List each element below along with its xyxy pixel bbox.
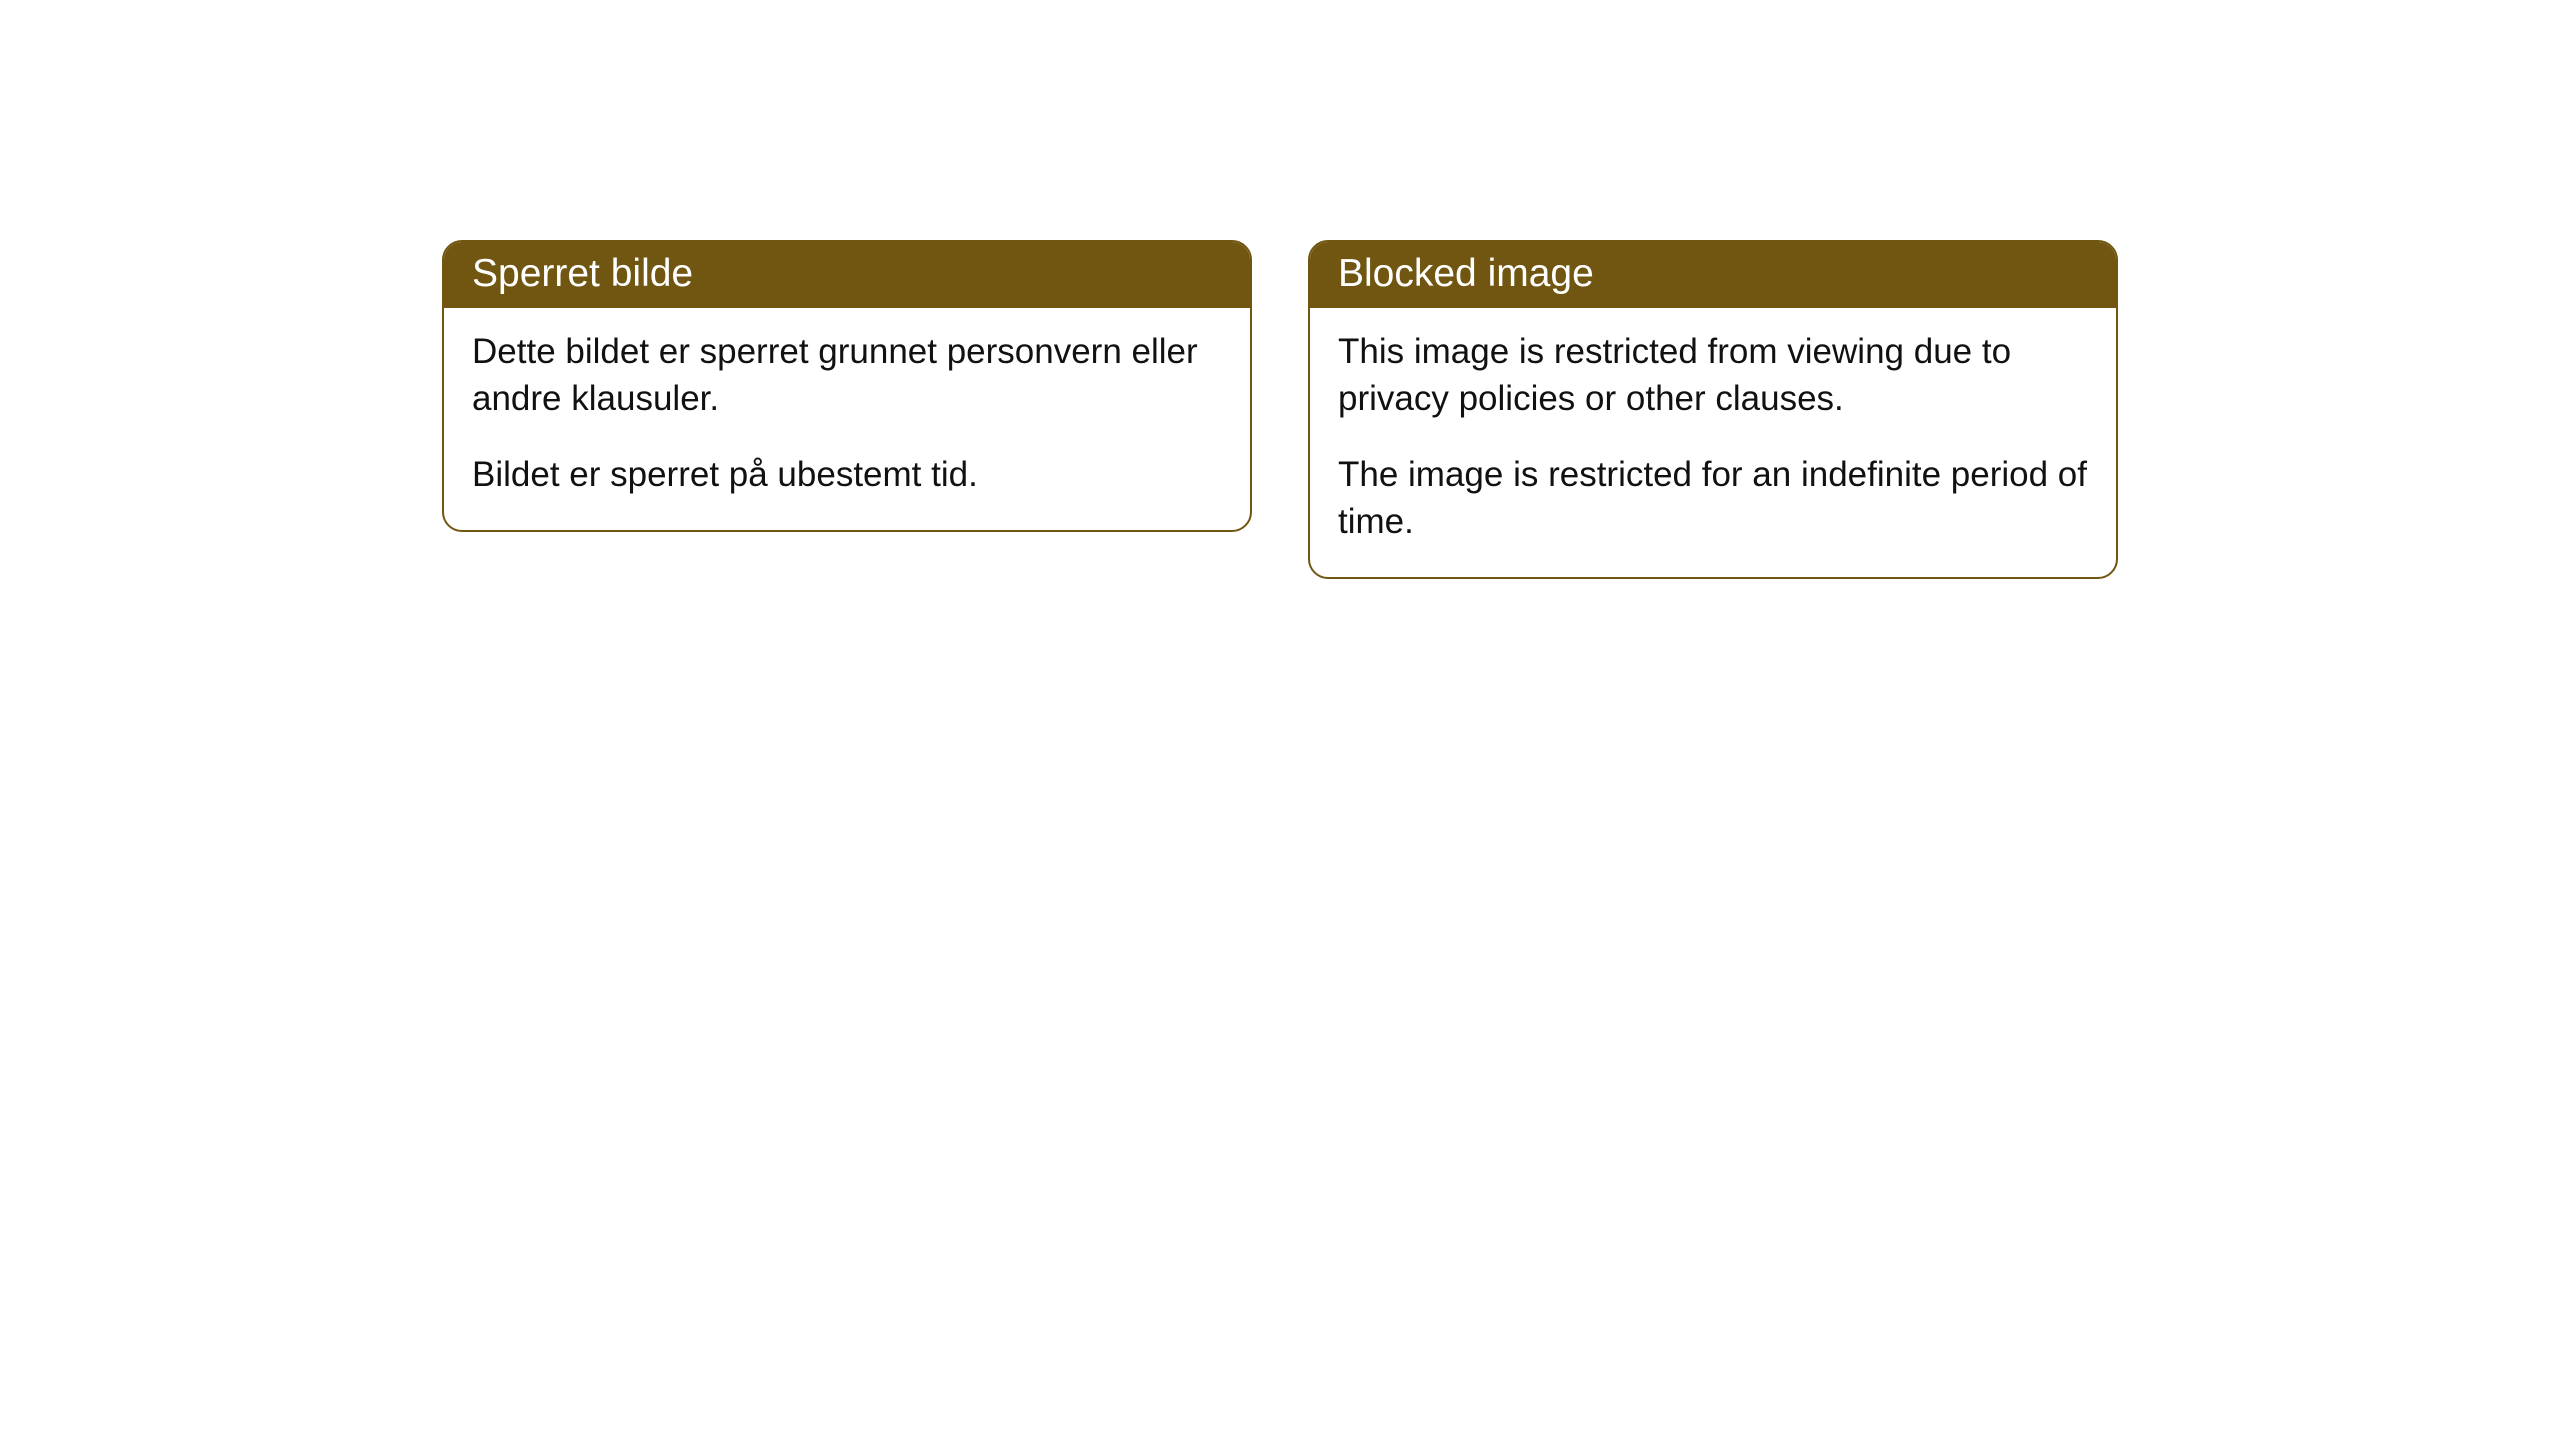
card-paragraph: This image is restricted from viewing du… <box>1338 328 2088 423</box>
card-header-en: Blocked image <box>1310 242 2116 308</box>
blocked-image-card-en: Blocked image This image is restricted f… <box>1308 240 2118 579</box>
card-paragraph: Bildet er sperret på ubestemt tid. <box>472 451 1222 498</box>
card-paragraph: Dette bildet er sperret grunnet personve… <box>472 328 1222 423</box>
card-body-en: This image is restricted from viewing du… <box>1310 308 2116 577</box>
card-body-no: Dette bildet er sperret grunnet personve… <box>444 308 1250 530</box>
card-paragraph: The image is restricted for an indefinit… <box>1338 451 2088 546</box>
blocked-image-card-no: Sperret bilde Dette bildet er sperret gr… <box>442 240 1252 532</box>
card-header-no: Sperret bilde <box>444 242 1250 308</box>
cards-container: Sperret bilde Dette bildet er sperret gr… <box>442 240 2118 1440</box>
